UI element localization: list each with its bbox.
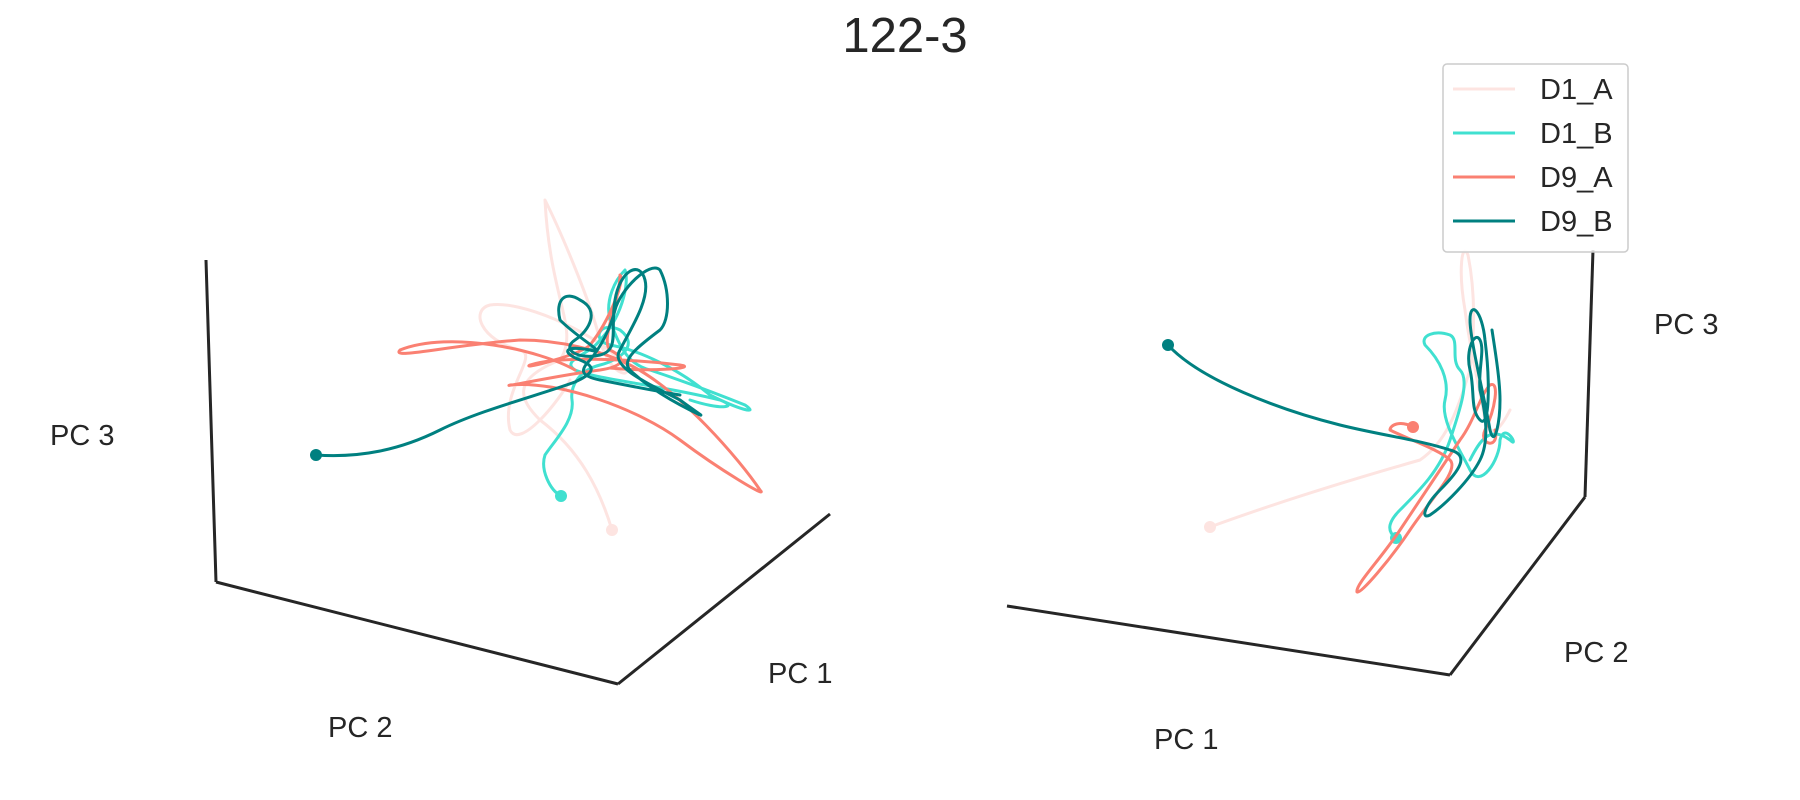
legend: D1_A D1_B D9_A D9_B	[1442, 63, 1629, 253]
right-label-pc3: PC 3	[1654, 309, 1718, 341]
right-series-d9a	[1355, 383, 1498, 594]
left-series-d9a	[397, 273, 763, 494]
right-series-d9b	[1162, 308, 1502, 518]
left-label-pc3: PC 3	[50, 420, 114, 452]
left-trajectory-d9a	[397, 273, 763, 494]
left-axis-pc1	[617, 512, 831, 686]
legend-entry-d1a: D1_A	[1453, 74, 1613, 106]
legend-label-d9b: D9_B	[1540, 206, 1613, 238]
legend-entry-d9b: D9_B	[1453, 206, 1613, 238]
left-axis-pc2	[215, 580, 619, 686]
legend-label-d9a: D9_A	[1540, 162, 1613, 194]
left-label-pc1: PC 1	[768, 658, 832, 690]
legend-label-d1a: D1_A	[1540, 74, 1613, 106]
right-start-marker-d9a	[1407, 421, 1419, 433]
legend-entry-d1b: D1_B	[1453, 118, 1613, 150]
legend-entry-d9a: D9_A	[1453, 162, 1613, 194]
right-start-marker-d9b	[1162, 339, 1174, 351]
left-axis-pc3	[204, 259, 218, 583]
right-axis-pc1	[1448, 496, 1587, 676]
right-start-marker-d1a	[1204, 521, 1216, 533]
panel-right: PC 1 PC 2 PC 3 D1_A D1	[1006, 63, 1718, 756]
legend-label-d1b: D1_B	[1540, 118, 1613, 150]
left-series-d9b	[310, 266, 703, 461]
chart-title: 122-3	[842, 9, 967, 63]
right-axis-pc2	[1006, 604, 1451, 677]
right-trajectory-d9a	[1355, 383, 1498, 594]
panel-left: PC 3 PC 2 PC 1	[50, 198, 832, 744]
legend-box	[1442, 63, 1629, 253]
left-start-marker-d9b	[310, 449, 322, 461]
left-start-marker-d1a	[606, 524, 618, 536]
right-trajectory-d1b	[1388, 331, 1515, 540]
right-trajectory-d9b	[1166, 308, 1502, 518]
left-start-marker-d1b	[555, 490, 567, 502]
right-label-pc2: PC 2	[1564, 637, 1628, 669]
left-label-pc2: PC 2	[328, 712, 392, 744]
left-trajectory-d9b	[314, 266, 703, 458]
right-axis-pc3	[1583, 249, 1595, 498]
right-label-pc1: PC 1	[1154, 724, 1218, 756]
